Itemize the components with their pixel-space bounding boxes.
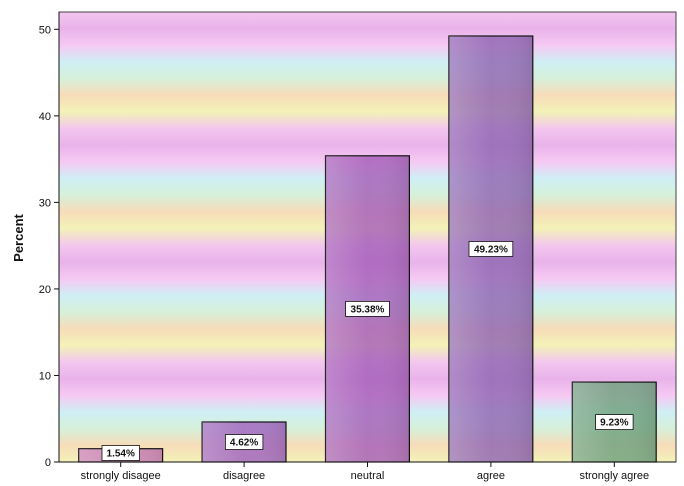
data-label-box xyxy=(224,434,264,450)
data-label: 9.23% xyxy=(600,418,628,429)
x-axis: strongly disagee disagree neutral agree stro… xyxy=(59,461,676,482)
data-label-box xyxy=(101,445,140,461)
data-label-box xyxy=(345,300,390,317)
y-tick-label: 30 xyxy=(39,197,51,209)
y-tick-label: 40 xyxy=(39,111,51,123)
data-label-box xyxy=(468,241,514,257)
y-tick-label: 20 xyxy=(39,284,51,296)
x-tick-label: disagree xyxy=(223,470,265,482)
x-tick-label: agree xyxy=(477,470,505,482)
y-tick-label: 10 xyxy=(39,371,51,383)
data-label: 49.23% xyxy=(474,245,508,256)
y-tick-label: 0 xyxy=(45,457,51,469)
x-tick-label: neutral xyxy=(351,470,385,482)
data-label: 4.62% xyxy=(230,438,258,449)
y-tick-label: 50 xyxy=(39,24,51,36)
data-label: 1.54% xyxy=(107,449,135,460)
data-label: 35.38% xyxy=(351,304,385,315)
data-label-box xyxy=(595,414,634,431)
x-tick-label: strongly agree xyxy=(579,470,649,482)
x-tick-label: strongly disagee xyxy=(81,470,161,482)
y-axis: 0 10 20 30 40 50 xyxy=(39,12,60,469)
bars-group: 1.54% 4.62% 35.38% 49.23% 9.23% xyxy=(78,35,657,463)
y-axis-title: Percent xyxy=(11,213,26,261)
